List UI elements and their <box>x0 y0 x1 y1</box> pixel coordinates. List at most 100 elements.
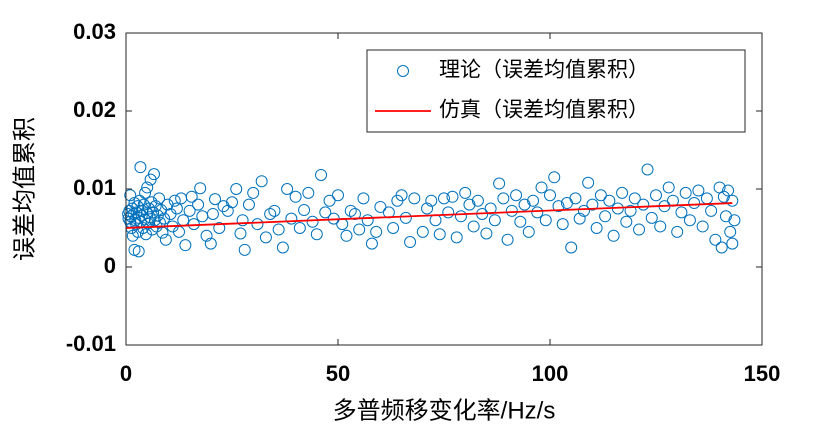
data-point <box>510 189 523 202</box>
data-point <box>724 225 737 238</box>
data-point <box>628 192 641 205</box>
data-point <box>302 186 315 199</box>
data-point <box>539 214 552 227</box>
data-point <box>132 245 145 258</box>
data-point <box>654 220 667 233</box>
data-point <box>505 204 518 217</box>
data-point <box>518 198 531 211</box>
data-point <box>548 171 561 184</box>
y-tick-label: -0.01 <box>66 331 116 356</box>
data-point <box>298 204 311 217</box>
data-point <box>353 223 366 236</box>
data-point <box>344 204 357 217</box>
data-point <box>688 197 701 210</box>
y-tick-label: 0.01 <box>73 175 116 200</box>
data-point <box>662 181 675 194</box>
legend-box <box>366 49 746 133</box>
data-point <box>145 196 158 209</box>
data-point <box>438 192 450 205</box>
data-point <box>200 229 213 242</box>
data-point <box>323 194 336 207</box>
data-point <box>421 202 434 215</box>
data-point <box>450 231 463 244</box>
data-point <box>488 214 501 227</box>
data-point <box>607 229 620 242</box>
data-point <box>637 198 650 211</box>
data-point <box>624 204 637 217</box>
data-point <box>213 222 226 234</box>
data-point <box>234 227 247 240</box>
data-point <box>582 176 595 189</box>
data-point <box>728 214 741 227</box>
data-point <box>276 241 289 254</box>
data-point <box>142 202 155 215</box>
data-point <box>142 217 155 230</box>
data-point <box>717 190 730 203</box>
data-point <box>226 196 238 209</box>
data-point <box>340 229 353 242</box>
data-point <box>238 243 251 256</box>
data-point <box>170 202 183 215</box>
data-point <box>281 183 294 195</box>
data-point <box>159 233 172 246</box>
data-point <box>726 194 739 207</box>
data-point <box>217 200 230 213</box>
data-point <box>535 181 548 194</box>
data-point <box>357 192 370 205</box>
data-point <box>531 206 544 219</box>
data-point <box>236 214 249 227</box>
data-point <box>446 190 459 203</box>
data-point <box>463 198 476 211</box>
data-point <box>179 239 192 252</box>
data-point <box>603 194 616 207</box>
data-point <box>599 210 612 223</box>
data-point <box>594 189 607 202</box>
data-point <box>501 233 514 246</box>
data-point <box>650 189 662 202</box>
x-tick-label: 0 <box>120 361 132 386</box>
data-point <box>289 190 302 203</box>
data-point <box>705 204 718 217</box>
data-point <box>374 200 387 213</box>
legend-label: 仿真（误差均值累积） <box>439 99 649 122</box>
data-point <box>268 204 281 217</box>
data-point <box>416 225 429 238</box>
legend-marker <box>397 65 409 77</box>
data-point <box>139 186 152 199</box>
data-point <box>206 207 219 220</box>
data-point <box>565 241 578 254</box>
data-point <box>153 192 166 205</box>
y-tick-label: 0 <box>104 253 116 278</box>
data-point <box>722 184 735 197</box>
data-point <box>404 236 417 249</box>
data-point <box>242 198 255 211</box>
data-point <box>522 225 535 238</box>
data-point <box>310 228 323 241</box>
data-point <box>715 241 728 254</box>
data-point <box>514 215 527 228</box>
data-point <box>185 190 198 203</box>
data-point <box>264 207 277 220</box>
x-tick-label: 50 <box>326 361 350 386</box>
data-point <box>719 210 732 223</box>
data-point <box>527 194 540 207</box>
data-point <box>471 194 484 207</box>
x-axis-label: 多普频移变化率/Hz/s <box>333 397 556 424</box>
data-point <box>251 218 264 231</box>
data-point <box>497 192 510 205</box>
data-point <box>194 182 207 195</box>
data-point <box>683 214 696 227</box>
data-point <box>259 231 272 244</box>
data-point <box>365 237 378 250</box>
data-point <box>692 184 705 197</box>
data-point <box>493 177 506 190</box>
data-point <box>129 214 142 227</box>
data-point <box>586 198 599 211</box>
data-point <box>158 212 171 225</box>
data-point <box>679 186 692 199</box>
data-point <box>293 222 306 234</box>
data-point <box>168 194 181 207</box>
x-tick-label: 100 <box>532 361 569 386</box>
data-point <box>671 225 684 238</box>
